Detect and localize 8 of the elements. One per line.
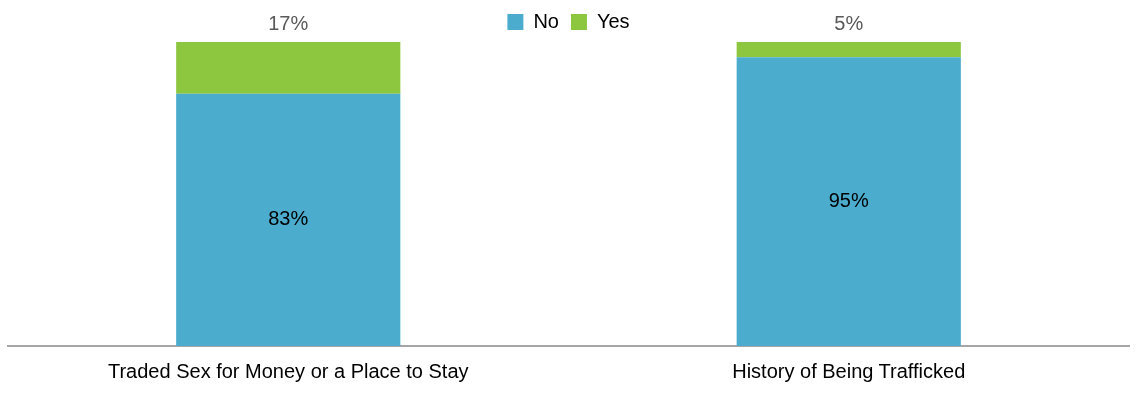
x-tick-label: History of Being Trafficked [732,359,966,382]
legend-label: No [533,9,559,32]
data-label: 17% [268,11,309,34]
data-label: 95% [828,189,869,212]
data-label: 83% [268,207,309,230]
legend-label: Yes [596,9,630,32]
x-tick-label: Traded Sex for Money or a Place to Stay [107,359,469,382]
data-label: 5% [834,11,864,34]
